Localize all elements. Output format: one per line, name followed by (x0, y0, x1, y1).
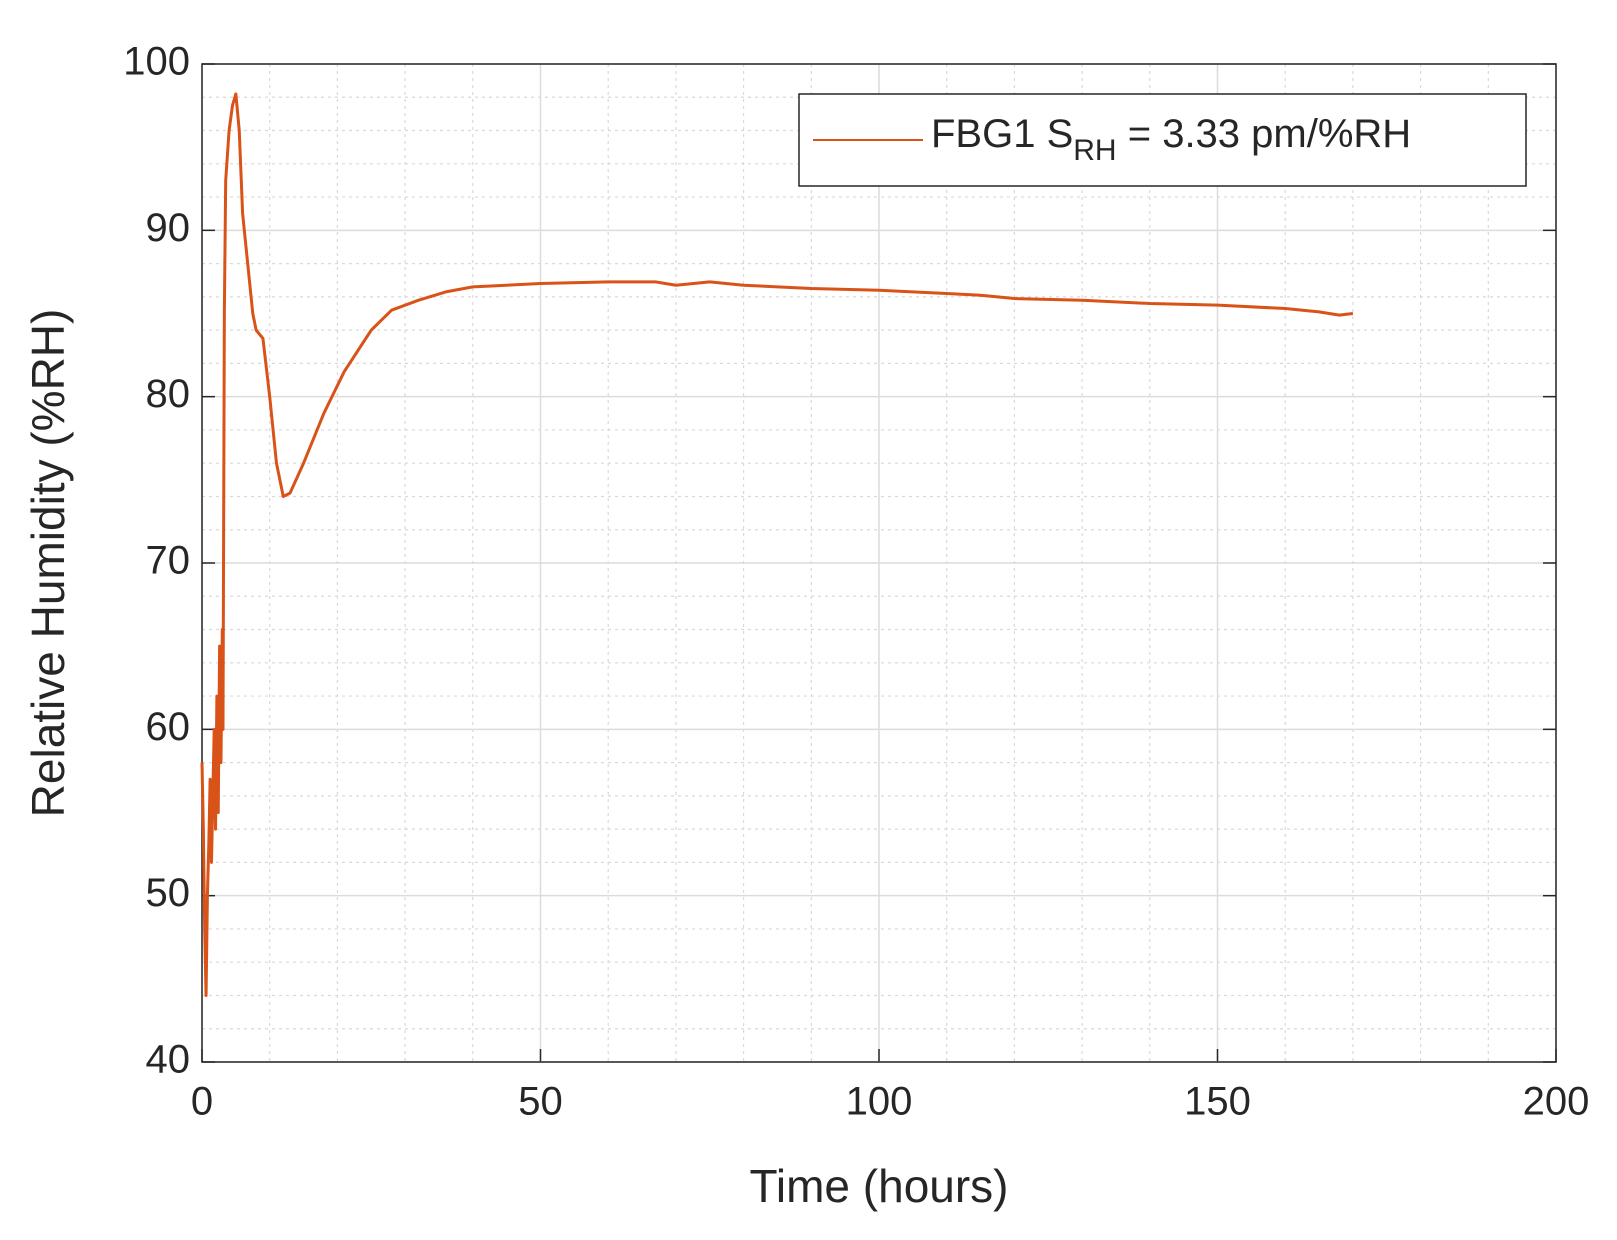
y-tick-label: 70 (146, 539, 191, 583)
y-axis-label: Relative Humidity (%RH) (22, 309, 74, 818)
legend-text: FBG1 S (931, 112, 1073, 156)
y-tick-label: 50 (146, 871, 191, 915)
x-tick-label: 0 (191, 1080, 213, 1124)
y-tick-label: 80 (146, 372, 191, 416)
y-tick-label: 90 (146, 206, 191, 250)
x-axis-label: Time (hours) (750, 1160, 1009, 1212)
data-line (200, 92, 1354, 997)
x-tick-label: 100 (846, 1080, 913, 1124)
x-tick-label: 200 (1523, 1080, 1590, 1124)
legend-text: = 3.33 pm/%RH (1117, 112, 1412, 156)
legend-subscript: RH (1073, 134, 1116, 167)
y-tick-label: 100 (123, 40, 190, 84)
y-tick-label: 40 (146, 1038, 191, 1082)
legend-label: FBG1 SRH = 3.33 pm/%RH (931, 112, 1411, 167)
y-tick-label: 60 (146, 705, 191, 749)
x-tick-label: 50 (518, 1080, 563, 1124)
x-tick-label: 150 (1184, 1080, 1251, 1124)
axes-box (201, 63, 1557, 1063)
